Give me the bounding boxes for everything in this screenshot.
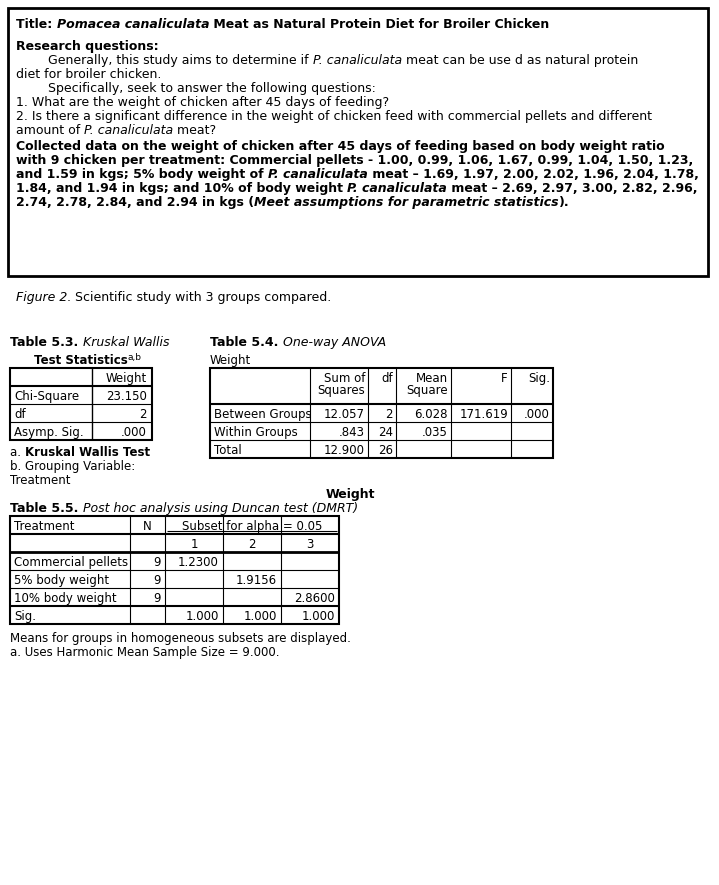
Text: Treatment: Treatment (10, 474, 70, 487)
Text: 9: 9 (153, 592, 161, 605)
Text: Weight: Weight (106, 372, 147, 385)
Text: Table 5.4.: Table 5.4. (210, 336, 283, 349)
Text: Post hoc analysis using Duncan test (DMRT): Post hoc analysis using Duncan test (DMR… (83, 502, 358, 515)
Text: Means for groups in homogeneous subsets are displayed.: Means for groups in homogeneous subsets … (10, 632, 351, 645)
Text: 5% body weight: 5% body weight (14, 574, 109, 587)
Text: 3: 3 (306, 538, 313, 551)
Text: 2.74, 2.78, 2.84, and 2.94 in kgs (: 2.74, 2.78, 2.84, and 2.94 in kgs ( (16, 196, 254, 209)
Text: 12.900: 12.900 (324, 444, 365, 457)
Bar (10, 516, 339, 624)
Bar (8, 8, 708, 276)
Text: Asymp. Sig.: Asymp. Sig. (14, 426, 83, 439)
Text: 26: 26 (378, 444, 393, 457)
Bar (10, 368, 152, 440)
Text: Kruskal Wallis: Kruskal Wallis (83, 336, 169, 349)
Text: 2. Is there a significant difference in the weight of chicken feed with commerci: 2. Is there a significant difference in … (16, 110, 652, 123)
Text: N: N (143, 520, 152, 533)
Text: Within Groups: Within Groups (214, 426, 298, 439)
Text: 2: 2 (248, 538, 256, 551)
Text: df: df (14, 408, 26, 421)
Text: Subset for alpha = 0.05: Subset for alpha = 0.05 (182, 520, 322, 533)
Text: F: F (501, 372, 508, 385)
Text: 9: 9 (153, 574, 161, 587)
Text: 1.2300: 1.2300 (178, 556, 219, 569)
Text: a,b: a,b (128, 353, 142, 362)
Text: Weight: Weight (325, 488, 375, 501)
Text: amount of: amount of (16, 124, 84, 137)
Text: Total: Total (214, 444, 242, 457)
Text: a. Uses Harmonic Mean Sample Size = 9.000.: a. Uses Harmonic Mean Sample Size = 9.00… (10, 646, 280, 659)
Text: Meet assumptions for parametric statistics: Meet assumptions for parametric statisti… (254, 196, 559, 209)
Text: Commercial pellets: Commercial pellets (14, 556, 128, 569)
Bar (210, 368, 553, 458)
Text: Sig.: Sig. (14, 610, 36, 623)
Text: with 9 chicken per treatment: Commercial pellets - 1.00, 0.99, 1.06, 1.67, 0.99,: with 9 chicken per treatment: Commercial… (16, 154, 693, 167)
Text: meat – 1.69, 1.97, 2.00, 2.02, 1.96, 2.04, 1.78,: meat – 1.69, 1.97, 2.00, 2.02, 1.96, 2.0… (367, 168, 699, 181)
Text: Generally, this study aims to determine if: Generally, this study aims to determine … (16, 54, 313, 67)
Text: Sum of: Sum of (324, 372, 365, 385)
Text: Treatment: Treatment (14, 520, 75, 533)
Text: a.: a. (10, 446, 24, 459)
Text: Figure 2: Figure 2 (16, 291, 68, 304)
Text: 1.9156: 1.9156 (236, 574, 277, 587)
Text: 9: 9 (153, 556, 161, 569)
Text: 2: 2 (385, 408, 393, 421)
Text: Title:: Title: (16, 18, 57, 31)
Text: Pomacea canaliculata: Pomacea canaliculata (57, 18, 209, 31)
Text: meat?: meat? (173, 124, 216, 137)
Text: P. canaliculata: P. canaliculata (313, 54, 402, 67)
Text: Weight: Weight (210, 354, 251, 367)
Text: P. canaliculata: P. canaliculata (347, 182, 447, 195)
Text: 2.8600: 2.8600 (294, 592, 335, 605)
Text: 171.619: 171.619 (459, 408, 508, 421)
Text: .843: .843 (339, 426, 365, 439)
Text: 1.000: 1.000 (244, 610, 277, 623)
Text: .000: .000 (121, 426, 147, 439)
Text: Between Groups: Between Groups (214, 408, 311, 421)
Text: Square: Square (406, 384, 448, 397)
Text: One-way ANOVA: One-way ANOVA (283, 336, 386, 349)
Text: Test Statistics: Test Statistics (34, 354, 128, 367)
Text: P. canaliculata: P. canaliculata (268, 168, 367, 181)
Text: Mean: Mean (416, 372, 448, 385)
Text: 10% body weight: 10% body weight (14, 592, 116, 605)
Text: 1. What are the weight of chicken after 45 days of feeding?: 1. What are the weight of chicken after … (16, 96, 389, 109)
Text: 1: 1 (191, 538, 198, 551)
Text: meat – 2.69, 2.97, 3.00, 2.82, 2.96,: meat – 2.69, 2.97, 3.00, 2.82, 2.96, (447, 182, 697, 195)
Text: 12.057: 12.057 (324, 408, 365, 421)
Text: and 1.59 in kgs; 5% body weight of: and 1.59 in kgs; 5% body weight of (16, 168, 268, 181)
Text: 2: 2 (139, 408, 147, 421)
Text: Table 5.5.: Table 5.5. (10, 502, 83, 515)
Text: Kruskal Wallis Test: Kruskal Wallis Test (24, 446, 150, 459)
Text: P. canaliculata: P. canaliculata (84, 124, 173, 137)
Text: df: df (381, 372, 393, 385)
Text: b. Grouping Variable:: b. Grouping Variable: (10, 460, 135, 473)
Text: Collected data on the weight of chicken after 45 days of feeding based on body w: Collected data on the weight of chicken … (16, 140, 664, 153)
Text: ).: ). (559, 196, 569, 209)
Text: Meat as Natural Protein Diet for Broiler Chicken: Meat as Natural Protein Diet for Broiler… (209, 18, 549, 31)
Text: .035: .035 (422, 426, 448, 439)
Text: diet for broiler chicken.: diet for broiler chicken. (16, 68, 161, 81)
Text: Table 5.3.: Table 5.3. (10, 336, 83, 349)
Text: Chi-Square: Chi-Square (14, 390, 79, 403)
Text: 1.000: 1.000 (186, 610, 219, 623)
Text: .000: .000 (524, 408, 550, 421)
Text: 1.000: 1.000 (302, 610, 335, 623)
Text: 1.84, and 1.94 in kgs; and 10% of body weight: 1.84, and 1.94 in kgs; and 10% of body w… (16, 182, 347, 195)
Text: 6.028: 6.028 (414, 408, 448, 421)
Text: 23.150: 23.150 (106, 390, 147, 403)
Text: Sig.: Sig. (528, 372, 550, 385)
Text: Research questions:: Research questions: (16, 40, 159, 53)
Text: meat can be use d as natural protein: meat can be use d as natural protein (402, 54, 638, 67)
Text: . Scientific study with 3 groups compared.: . Scientific study with 3 groups compare… (68, 291, 331, 304)
Text: Specifically, seek to answer the following questions:: Specifically, seek to answer the followi… (16, 82, 376, 95)
Text: 24: 24 (378, 426, 393, 439)
Text: Squares: Squares (317, 384, 365, 397)
